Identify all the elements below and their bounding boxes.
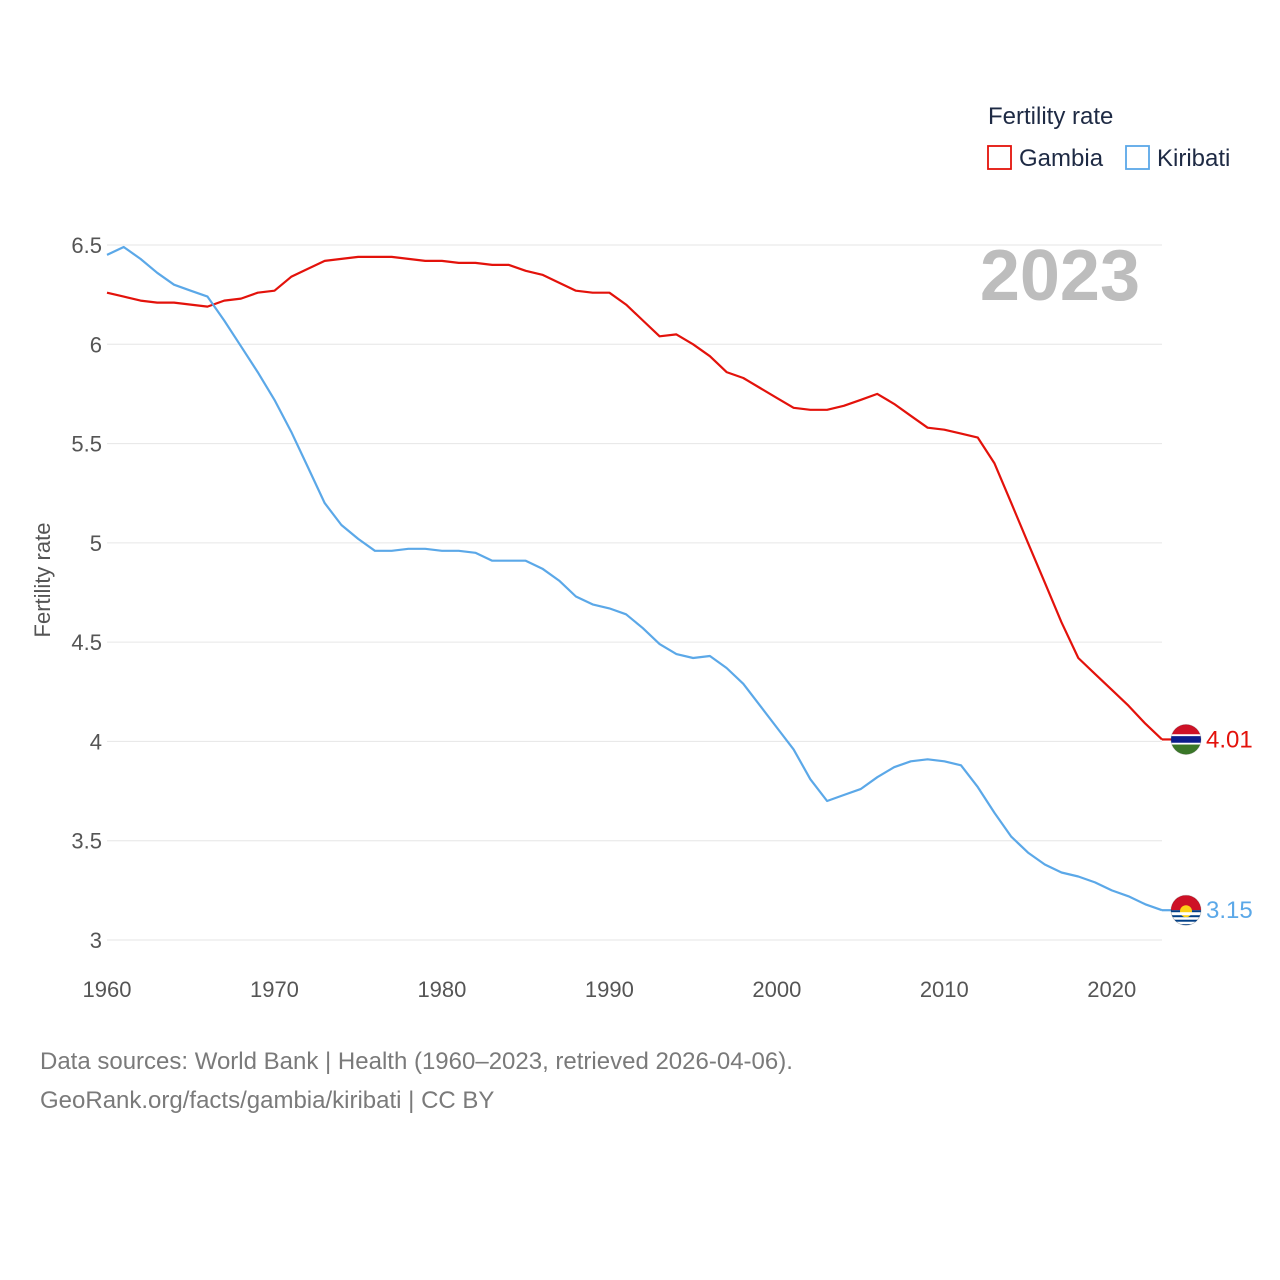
kiribati-flag-icon (1170, 894, 1202, 926)
series-line-kiribati (106, 245, 1163, 912)
x-tick-label: 1960 (83, 977, 132, 1002)
x-tick-label: 2000 (752, 977, 801, 1002)
legend-label: Kiribati (1157, 145, 1230, 172)
data-source-text: Data sources: World Bank | Health (1960–… (40, 1048, 793, 1075)
x-axis-ticks: 1960 1970 1980 1990 2000 2010 2020 (83, 977, 1137, 1002)
legend-item-gambia[interactable]: Gambia (987, 145, 1104, 172)
fertility-line-chart: 3 3.5 4 4.5 5 5.5 6 6.5 1960 1970 1980 1990 2000 201… (30, 103, 1253, 1002)
y-tick-label: 3 (90, 928, 102, 953)
y-tick-label: 5 (90, 531, 102, 556)
x-tick-label: 1990 (585, 977, 634, 1002)
y-tick-label: 4 (90, 729, 102, 754)
x-tick-label: 1980 (417, 977, 466, 1002)
y-tick-label: 6 (90, 332, 102, 357)
y-axis-title: Fertility rate (30, 523, 55, 638)
y-tick-label: 4.5 (71, 630, 102, 655)
y-axis-ticks: 3 3.5 4 4.5 5 5.5 6 6.5 (71, 233, 102, 953)
current-year-label: 2023 (980, 236, 1140, 316)
x-tick-label: 1970 (250, 977, 299, 1002)
y-tick-label: 3.5 (71, 829, 102, 854)
legend-title: Fertility rate (988, 103, 1113, 130)
gridlines (107, 244, 1162, 941)
x-tick-label: 2020 (1087, 977, 1136, 1002)
gambia-flag-icon (1170, 723, 1202, 755)
legend-label: Gambia (1019, 145, 1104, 172)
y-tick-label: 6.5 (71, 233, 102, 258)
attribution-text: GeoRank.org/facts/gambia/kiribati | CC B… (40, 1087, 495, 1114)
series-end-markers: 4.01 3.15 (1162, 723, 1253, 926)
end-value-label-gambia: 4.01 (1206, 726, 1253, 753)
footer: Data sources: World Bank | Health (1960–… (40, 1042, 1240, 1120)
legend-swatch (987, 145, 1012, 170)
series-lines (106, 245, 1163, 912)
legend-swatch (1125, 145, 1150, 170)
series-line-gambia (106, 255, 1163, 741)
y-tick-label: 5.5 (71, 432, 102, 457)
end-value-label-kiribati: 3.15 (1206, 897, 1253, 924)
legend-item-kiribati[interactable]: Kiribati (1125, 145, 1230, 172)
x-tick-label: 2010 (920, 977, 969, 1002)
legend: Fertility rate Gambia Kiribati (987, 103, 1230, 172)
